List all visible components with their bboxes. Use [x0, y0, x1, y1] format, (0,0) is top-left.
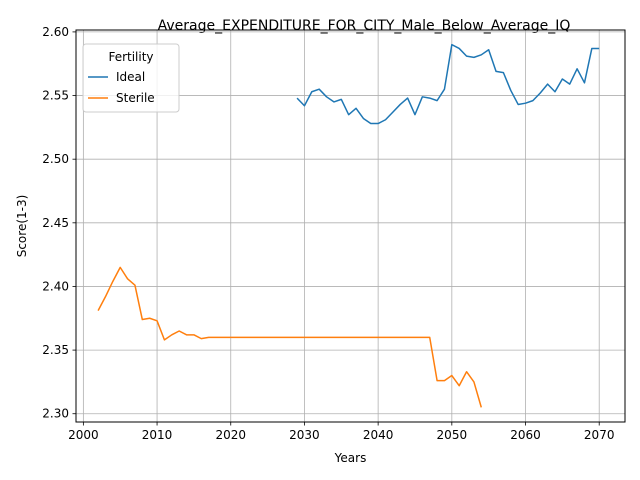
x-tick-label: 2070	[584, 428, 615, 442]
y-tick-label: 2.60	[42, 25, 69, 39]
legend-label-ideal: Ideal	[116, 70, 145, 84]
y-tick-label: 2.55	[42, 89, 69, 103]
legend-title: Fertility	[108, 50, 153, 64]
y-tick-label: 2.50	[42, 152, 69, 166]
y-tick-label: 2.35	[42, 343, 69, 357]
axis-ticks: 2000 2010 2020 2030 2040 2050 2060 2070 2.30 2.35…	[42, 25, 614, 442]
legend-label-sterile: Sterile	[116, 91, 155, 105]
y-axis-label: Score(1-3)	[15, 195, 29, 258]
x-axis-label: Years	[334, 451, 367, 465]
x-tick-label: 2000	[68, 428, 99, 442]
series-lines	[97, 43, 600, 408]
x-tick-label: 2020	[215, 428, 246, 442]
x-tick-label: 2060	[510, 428, 541, 442]
y-tick-label: 2.30	[42, 407, 69, 421]
legend: Fertility Ideal Sterile	[82, 43, 180, 113]
y-tick-label: 2.40	[42, 279, 69, 293]
y-tick-label: 2.45	[42, 216, 69, 230]
legend-frame	[82, 43, 180, 113]
x-tick-label: 2040	[363, 428, 394, 442]
plot-frame	[75, 29, 626, 423]
x-tick-label: 2010	[142, 428, 173, 442]
series-line-sterile	[97, 266, 483, 408]
grid-lines	[76, 30, 625, 422]
x-tick-label: 2050	[437, 428, 468, 442]
series-line-ideal	[296, 43, 600, 125]
x-tick-label: 2030	[289, 428, 320, 442]
